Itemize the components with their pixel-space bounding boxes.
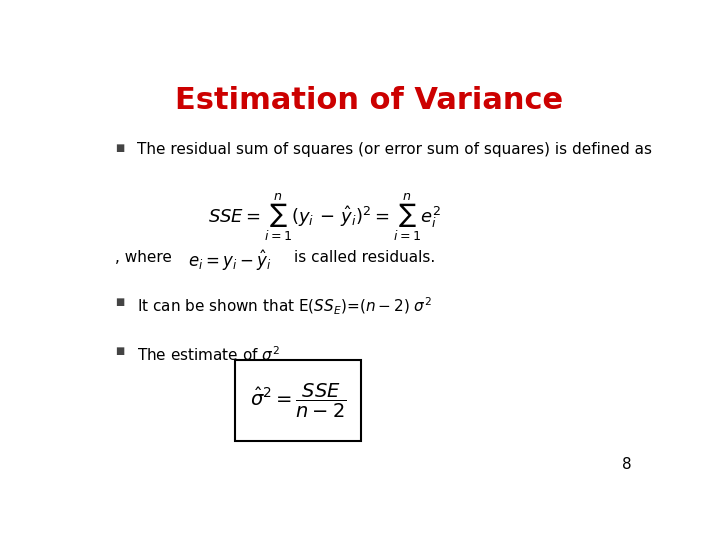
Text: 8: 8 <box>621 457 631 472</box>
Text: It can be shown that E$(SS_E)$=$(\mathit{n}-2)$ $\sigma^2$: It can be shown that E$(SS_E)$=$(\mathit… <box>138 295 433 316</box>
Text: The residual sum of squares (or error sum of squares) is defined as: The residual sum of squares (or error su… <box>138 141 652 157</box>
Text: $\blacksquare$: $\blacksquare$ <box>115 141 125 154</box>
Text: $e_i = y_i - \hat{y}_i$: $e_i = y_i - \hat{y}_i$ <box>188 248 271 273</box>
Text: $\blacksquare$: $\blacksquare$ <box>115 295 125 308</box>
Text: is called residuals.: is called residuals. <box>294 250 435 265</box>
FancyBboxPatch shape <box>235 360 361 441</box>
Text: , where: , where <box>115 250 172 265</box>
Text: $SSE = \sum_{i=1}^{n}(y_i\,-\,\hat{y}_i)^2 = \sum_{i=1}^{n}e_i^2$: $SSE = \sum_{i=1}^{n}(y_i\,-\,\hat{y}_i)… <box>208 192 441 243</box>
Text: $\blacksquare$: $\blacksquare$ <box>115 346 125 357</box>
Text: The estimate of $\sigma^2$: The estimate of $\sigma^2$ <box>138 346 280 364</box>
Text: $\hat{\sigma}^2 = \dfrac{SSE}{n-2}$: $\hat{\sigma}^2 = \dfrac{SSE}{n-2}$ <box>250 382 346 420</box>
Text: Estimation of Variance: Estimation of Variance <box>175 85 563 114</box>
